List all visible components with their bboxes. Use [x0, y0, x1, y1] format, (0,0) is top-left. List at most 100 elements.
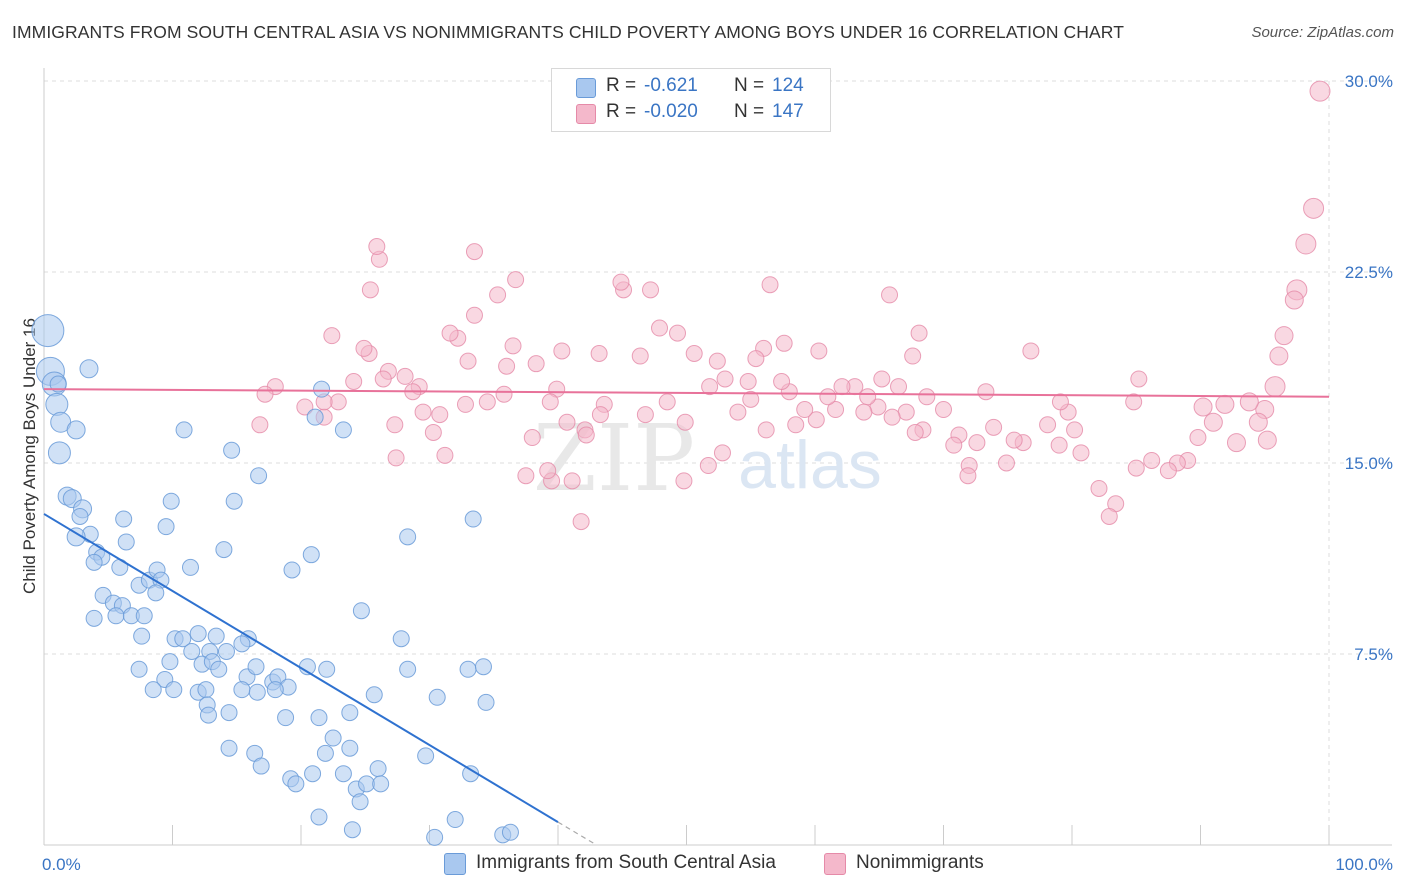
y-tick-label: 7.5% — [1354, 645, 1393, 664]
nonimmigrants-point — [465, 306, 483, 324]
immigrants-point — [147, 584, 165, 602]
immigrants-point — [266, 681, 284, 699]
nonimmigrants-point — [807, 411, 825, 429]
nonimmigrants-point — [507, 271, 525, 289]
nonimmigrants-point — [713, 444, 731, 462]
immigrants-point — [446, 811, 464, 829]
immigrants-point — [287, 775, 305, 793]
immigrants-point — [47, 441, 71, 465]
immigrants-point — [135, 607, 153, 625]
nonimmigrants-point — [368, 238, 386, 256]
nonimmigrants-point — [1203, 412, 1223, 432]
nonimmigrants-point — [489, 286, 507, 304]
chart-title: IMMIGRANTS FROM SOUTH CENTRAL ASIA VS NO… — [12, 22, 1124, 42]
nonimmigrants-point — [612, 273, 630, 291]
immigrants-point — [372, 775, 390, 793]
immigrants-point — [165, 681, 183, 699]
nonimmigrants-point — [591, 406, 609, 424]
nonimmigrants-point — [1303, 197, 1325, 219]
immigrants-point — [175, 421, 193, 439]
nonimmigrants-point — [1295, 233, 1317, 255]
immigrants-point — [324, 729, 342, 747]
immigrants-point — [49, 375, 67, 393]
nonimmigrants-point — [642, 281, 660, 299]
immigrants-point — [161, 653, 179, 671]
immigrants-point — [313, 380, 331, 398]
immigrants-point — [45, 392, 69, 416]
nonimmigrants-point — [498, 357, 516, 375]
immigrants-point — [316, 744, 334, 762]
nonimmigrants-point — [910, 324, 928, 342]
n-label: N = — [734, 101, 765, 122]
nonimmigrants-point — [685, 344, 703, 362]
nonimmigrants-point — [577, 426, 595, 444]
nonimmigrants-point — [1039, 416, 1057, 434]
immigrants-point — [223, 441, 241, 459]
nonimmigrants-point — [1100, 507, 1118, 525]
immigrants-point — [343, 821, 361, 839]
immigrants-point — [233, 635, 251, 653]
nonimmigrants-point — [1090, 479, 1108, 497]
nonimmigrants-point — [699, 457, 717, 475]
y-tick-label: 30.0% — [1345, 72, 1393, 91]
source-note: Source: ZipAtlas.com — [1251, 24, 1394, 41]
immigrants-point — [157, 518, 175, 536]
immigrants-point — [174, 630, 192, 648]
immigrants-point — [215, 541, 233, 559]
nonimmigrants-point — [251, 416, 269, 434]
watermark-atlas: atlas — [738, 427, 882, 503]
immigrants-point — [162, 492, 180, 510]
y-tick-label: 22.5% — [1345, 263, 1393, 282]
nonimmigrants-point — [708, 352, 726, 370]
immigrants-point — [220, 704, 238, 722]
immigrants-point — [310, 709, 328, 727]
nonimmigrants-point — [873, 370, 891, 388]
immigrants-point — [31, 314, 65, 348]
immigrants-point — [417, 747, 435, 765]
immigrants-point — [459, 660, 477, 678]
nonimmigrants-point — [747, 350, 765, 368]
swatch-pink — [576, 104, 596, 124]
x-tick-label-max: 100.0% — [1335, 855, 1393, 874]
nonimmigrants-point — [256, 385, 274, 403]
r-label: R = — [606, 101, 637, 122]
immigrants-point — [210, 660, 228, 678]
legend-label: Nonimmigrants — [856, 852, 984, 873]
immigrants-point — [306, 408, 324, 426]
n-value: 147 — [772, 101, 804, 122]
nonimmigrants-point — [833, 378, 851, 396]
immigrants-point — [71, 507, 89, 525]
immigrants-point — [426, 828, 444, 846]
nonimmigrants-point — [1309, 80, 1331, 102]
immigrants-point — [250, 467, 268, 485]
immigrants-point — [79, 359, 99, 379]
immigrants-point — [107, 607, 125, 625]
y-tick-label: 15.0% — [1345, 454, 1393, 473]
immigrants-point — [277, 709, 295, 727]
immigrants-point — [225, 492, 243, 510]
immigrants-point — [334, 421, 352, 439]
nonimmigrants-point — [553, 342, 571, 360]
stats-legend: R = -0.621 N = 124 R = -0.020 N = 147 — [551, 68, 831, 132]
nonimmigrants-point — [890, 378, 908, 396]
nonimmigrants-point — [945, 436, 963, 454]
nonimmigrants-point — [897, 403, 915, 421]
nonimmigrants-point — [558, 413, 576, 431]
x-tick-label-min: 0.0% — [42, 855, 81, 874]
legend-swatch-blue — [444, 853, 466, 875]
nonimmigrants-point — [396, 367, 414, 385]
nonimmigrants-point — [676, 413, 694, 431]
nonimmigrants-point — [1072, 444, 1090, 462]
n-value: 124 — [772, 75, 804, 96]
nonimmigrants-point — [1051, 393, 1069, 411]
nonimmigrants-point — [906, 423, 924, 441]
nonimmigrants-point — [651, 319, 669, 337]
nonimmigrants-point — [819, 388, 837, 406]
nonimmigrants-point — [1284, 290, 1304, 310]
nonimmigrants-point — [1005, 431, 1023, 449]
nonimmigrants-point — [675, 472, 693, 490]
immigrants-point — [428, 688, 446, 706]
immigrants-point — [117, 533, 135, 551]
nonimmigrants-point — [436, 446, 454, 464]
r-value: -0.020 — [644, 101, 698, 122]
